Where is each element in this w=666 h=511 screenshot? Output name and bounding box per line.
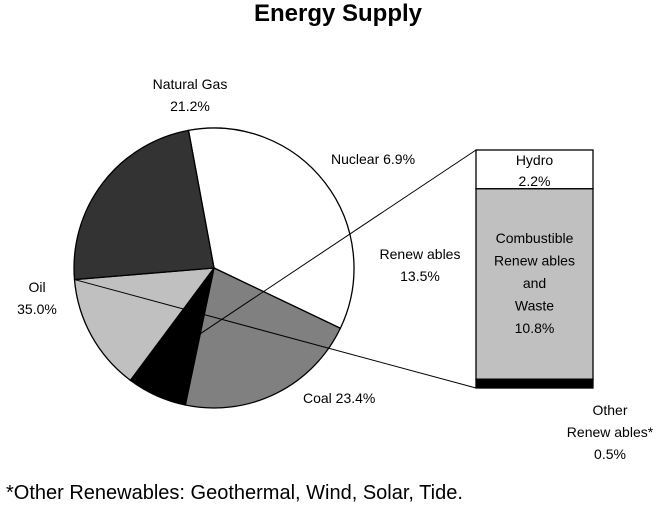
connector-line-top: [130, 149, 477, 381]
slice-label-oil: Oil 35.0%: [17, 279, 57, 317]
footnote: *Other Renewables: Geothermal, Wind, Sol…: [6, 482, 463, 504]
breakdown-segment-2: [475, 378, 594, 389]
slice-label-renew-ables: Renew ables 13.5%: [380, 246, 461, 284]
pie-slice-coal: [73, 129, 215, 281]
slice-label-nuclear: Nuclear 6.9%: [331, 151, 415, 167]
pie-slices: [73, 127, 355, 409]
segment-label-hydro: Hydro 2.2%: [516, 152, 554, 189]
segment-label-combustible: Combustible Renew ables and Waste 10.8%: [494, 230, 575, 336]
segment-label-other-renewables: Other Renew ables* 0.5%: [567, 402, 654, 462]
breakdown-connectors: [74, 149, 477, 389]
pie-slice-oil: [187, 127, 355, 330]
breakdown-bar: [475, 149, 594, 389]
connector-line-bottom: [74, 279, 477, 389]
slice-label-natural-gas: Natural Gas 21.2%: [153, 76, 228, 114]
breakdown-segment-1: [475, 188, 594, 380]
slice-label-coal: Coal 23.4%: [303, 390, 375, 406]
chart-title: Energy Supply: [253, 0, 423, 27]
slice-labels: Oil 35.0% Natural Gas 21.2% Nuclear 6.9% Rene…: [17, 76, 654, 462]
pie-slice-renew-ables: [73, 267, 216, 382]
pie-slice-natural-gas: [184, 267, 342, 409]
